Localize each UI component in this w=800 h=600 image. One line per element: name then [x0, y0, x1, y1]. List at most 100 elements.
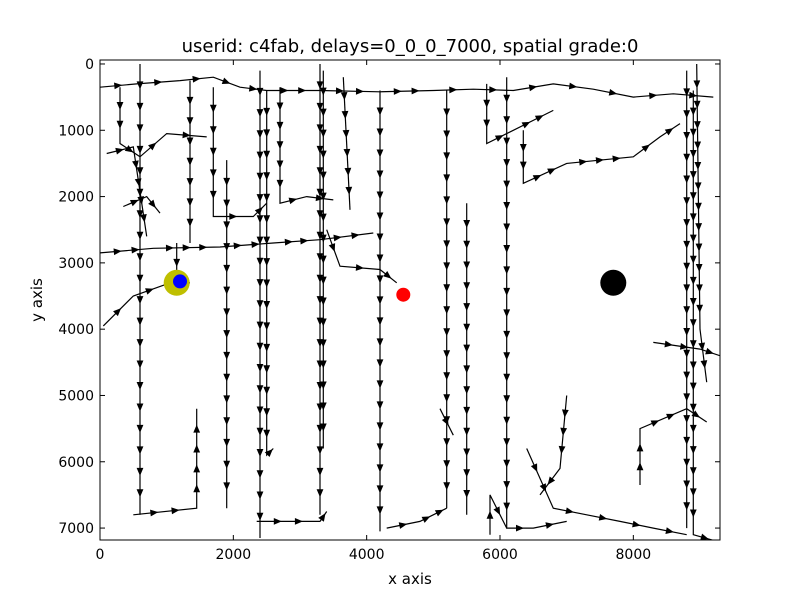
arrow-mark: [319, 129, 327, 138]
arrow-mark: [136, 102, 144, 111]
arrow-mark: [319, 150, 327, 159]
arrow-mark: [516, 524, 524, 532]
arrow-mark: [689, 107, 697, 116]
arrow-mark: [694, 161, 702, 170]
arrow-mark: [519, 144, 527, 152]
arrow-mark: [256, 512, 264, 521]
arrow-mark: [649, 92, 658, 100]
arrow-mark: [463, 469, 471, 478]
arrow-mark: [693, 121, 701, 130]
arrow-mark: [223, 308, 231, 317]
arrow-mark: [443, 328, 451, 337]
arrow-mark: [443, 174, 451, 183]
arrow-mark: [193, 444, 201, 453]
arrow-mark: [340, 92, 348, 101]
arrow-mark: [316, 102, 324, 111]
arrow-mark: [116, 102, 124, 110]
arrow-mark: [463, 448, 471, 457]
arrow-mark: [463, 303, 471, 312]
arrow-mark: [256, 172, 264, 181]
arrow-mark: [319, 297, 327, 306]
arrow-mark: [443, 372, 451, 381]
arrow-mark: [256, 257, 264, 266]
arrow-mark: [148, 199, 156, 209]
arrow-mark: [256, 109, 264, 118]
arrow-mark: [683, 219, 691, 228]
arrow-mark: [376, 212, 384, 221]
arrow-mark: [256, 342, 264, 351]
arrow-mark: [689, 340, 697, 349]
arrow-mark: [319, 423, 327, 432]
arrow-mark: [698, 342, 706, 351]
arrow-mark: [443, 240, 451, 249]
arrow-mark: [463, 282, 471, 291]
arrow-mark: [256, 321, 264, 330]
arrow-mark: [165, 244, 174, 252]
arrow-mark: [598, 513, 608, 521]
arrow-mark: [376, 401, 384, 410]
arrow-mark: [683, 110, 691, 119]
arrow-mark: [689, 382, 697, 391]
arrow-mark: [503, 180, 511, 189]
arrow-mark: [223, 351, 231, 360]
arrow-mark: [383, 270, 392, 279]
arrow-mark: [263, 279, 271, 288]
y-axis-label: y axis: [28, 278, 46, 322]
arrow-mark: [695, 263, 703, 272]
arrow-mark: [532, 175, 542, 182]
arrow-mark: [136, 145, 144, 154]
arrow-mark: [489, 86, 498, 94]
red-marker: [396, 287, 411, 302]
arrow-mark: [393, 88, 402, 95]
arrow-mark: [223, 264, 231, 273]
trajectory-path-15: [256, 511, 328, 523]
y-tick-label: 7000: [58, 521, 94, 537]
arrow-mark: [223, 330, 231, 339]
arrow-mark: [689, 298, 697, 306]
arrow-mark: [443, 218, 451, 227]
arrow-mark: [376, 380, 384, 389]
arrow-mark: [689, 150, 697, 158]
arrow-mark: [186, 218, 194, 227]
arrow-mark: [683, 175, 691, 184]
arrow-mark: [694, 141, 702, 150]
arrow-mark: [463, 220, 471, 228]
arrow-mark: [171, 507, 180, 515]
arrow-mark: [124, 145, 134, 153]
arrow-mark: [173, 258, 181, 267]
y-tick-label: 3000: [58, 256, 94, 272]
arrow-mark: [683, 88, 691, 97]
arrow-mark: [341, 110, 349, 120]
arrow-mark: [503, 481, 511, 490]
arrow-mark: [376, 422, 384, 431]
trajectory-path-26: [489, 494, 508, 535]
arrow-mark: [276, 160, 284, 169]
arrow-mark: [319, 360, 327, 369]
arrow-mark: [443, 350, 451, 359]
arrow-mark: [503, 159, 511, 168]
arrow-mark: [689, 234, 697, 243]
arrow-mark: [136, 489, 144, 498]
arrow-mark: [689, 361, 697, 370]
arrow-mark: [641, 144, 650, 153]
arrow-mark: [693, 80, 701, 89]
arrow-mark: [503, 373, 511, 382]
arrow-mark: [376, 149, 384, 158]
arrow-mark: [316, 467, 324, 476]
arrow-mark: [547, 476, 556, 485]
arrow-mark: [115, 147, 124, 155]
arrow-mark: [689, 171, 697, 180]
arrow-mark: [248, 84, 258, 92]
arrow-mark: [136, 253, 144, 262]
arrow-mark: [565, 507, 574, 515]
arrow-mark: [376, 464, 384, 473]
arrow-mark: [503, 202, 511, 210]
arrow-mark: [113, 308, 122, 317]
arrow-mark: [316, 124, 324, 133]
arrow-mark: [294, 518, 303, 525]
arrow-mark: [683, 328, 691, 336]
arrow-mark: [463, 323, 471, 332]
y-tick-label: 5000: [58, 388, 94, 404]
arrow-mark: [150, 509, 159, 517]
arrow-mark: [263, 343, 271, 352]
